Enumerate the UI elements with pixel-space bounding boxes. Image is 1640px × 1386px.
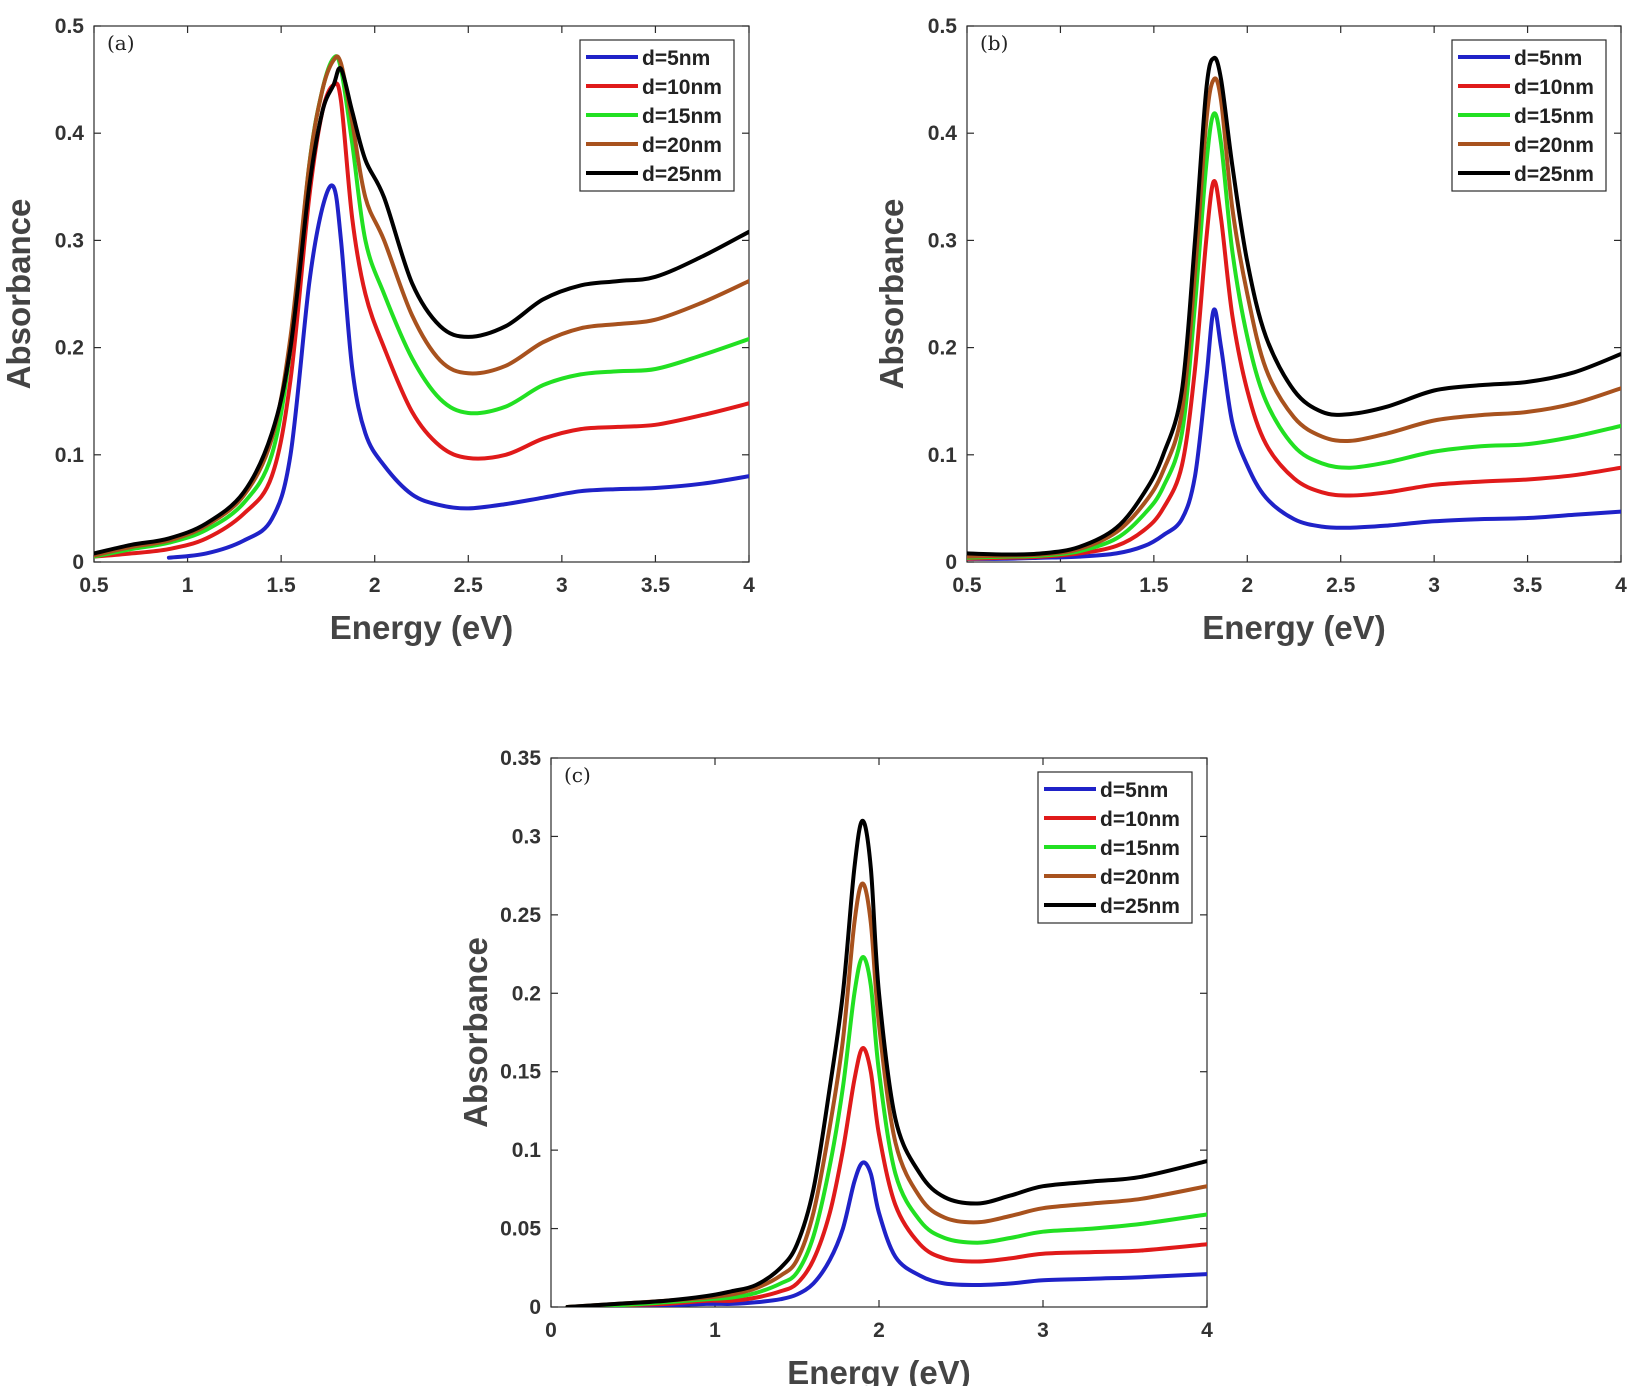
legend-label-d-10nm: d=10nm	[642, 76, 722, 99]
legend: d=5nm d=10nm d=15nm d=20nm d=25nm	[579, 39, 735, 192]
panel-label: (b)	[980, 31, 1008, 55]
legend: d=5nm d=10nm d=15nm d=20nm d=25nm	[1037, 771, 1193, 924]
x-tick-label: 2.5	[1326, 574, 1356, 597]
series-line-d-5nm	[166, 183, 749, 560]
legend-label-d-10nm: d=10nm	[1514, 76, 1594, 99]
chart-panel-a: 0.5 1 1.5 2 2.5 3 3.5 4 0 0.1 0.2 0.3 0.4 0.5 Energy (…	[0, 15, 755, 646]
x-tick-label: 4	[743, 574, 755, 597]
legend-label-d-15nm: d=15nm	[1100, 837, 1180, 860]
legend-label-d-5nm: d=5nm	[1100, 779, 1168, 802]
y-tick-label: 0.05	[500, 1218, 541, 1241]
x-tick-label: 2.5	[454, 574, 484, 597]
y-tick-label: 0.3	[512, 825, 541, 848]
series-line-d-15nm	[565, 955, 1207, 1307]
chart-panel-b: 0.5 1 1.5 2 2.5 3 3.5 4 0 0.1 0.2 0.3 0.4 0.5 Energy (…	[873, 15, 1627, 646]
y-tick-label: 0.5	[55, 15, 85, 38]
y-tick-label: 0	[72, 551, 84, 574]
y-tick-label: 0.2	[928, 337, 957, 360]
legend-label-d-5nm: d=5nm	[642, 47, 710, 70]
x-tick-label: 3	[556, 574, 568, 597]
y-tick-label: 0.2	[55, 337, 84, 360]
y-tick-label: 0	[945, 551, 957, 574]
series-line-d-25nm	[565, 818, 1207, 1307]
x-tick-label: 2	[1241, 574, 1253, 597]
x-tick-label: 1	[709, 1319, 721, 1342]
series-line-d-25nm	[967, 55, 1621, 557]
x-tick-label: 0	[545, 1319, 557, 1342]
y-axis-label: Absorbance	[457, 937, 494, 1128]
x-tick-label: 4	[1615, 574, 1627, 597]
legend-label-d-10nm: d=10nm	[1100, 808, 1180, 831]
x-tick-label: 1.5	[1139, 574, 1169, 597]
series-line-d-5nm	[565, 1160, 1207, 1307]
y-tick-label: 0.1	[512, 1139, 542, 1162]
legend-label-d-15nm: d=15nm	[642, 105, 722, 128]
panel-label: (c)	[564, 763, 591, 787]
y-tick-label: 0.4	[55, 122, 85, 145]
legend-label-d-20nm: d=20nm	[1100, 866, 1180, 889]
legend-label-d-15nm: d=15nm	[1514, 105, 1594, 128]
x-tick-label: 0.5	[952, 574, 982, 597]
series-line-d-10nm	[565, 1046, 1207, 1307]
series-line-d-15nm	[94, 54, 749, 559]
x-tick-label: 3	[1428, 574, 1440, 597]
x-tick-label: 3.5	[1513, 574, 1543, 597]
y-tick-label: 0.1	[55, 444, 85, 467]
y-tick-label: 0.2	[512, 982, 541, 1005]
legend-label-d-20nm: d=20nm	[642, 134, 722, 157]
x-tick-label: 3	[1037, 1319, 1049, 1342]
x-axis-label: Energy (eV)	[1202, 609, 1385, 646]
y-tick-label: 0.5	[928, 15, 958, 38]
y-tick-label: 0.3	[928, 229, 957, 252]
y-tick-label: 0.3	[55, 229, 84, 252]
series-line-d-25nm	[94, 66, 749, 556]
legend-label-d-5nm: d=5nm	[1514, 47, 1582, 70]
y-tick-label: 0.4	[928, 122, 958, 145]
x-tick-label: 1.5	[267, 574, 297, 597]
panel-label: (a)	[107, 31, 135, 55]
series-line-d-20nm	[565, 881, 1207, 1307]
legend-label-d-25nm: d=25nm	[1100, 895, 1180, 918]
legend-label-d-25nm: d=25nm	[1514, 163, 1594, 186]
x-axis-label: Energy (eV)	[330, 609, 513, 646]
series-line-d-5nm	[967, 307, 1621, 561]
x-tick-label: 0.5	[79, 574, 109, 597]
series-line-d-10nm	[967, 179, 1621, 561]
series-line-d-15nm	[967, 111, 1621, 560]
x-tick-label: 1	[182, 574, 194, 597]
series-line-d-20nm	[967, 76, 1621, 559]
y-tick-label: 0.35	[500, 747, 541, 770]
legend-label-d-25nm: d=25nm	[642, 163, 722, 186]
x-axis-label: Energy (eV)	[787, 1354, 970, 1386]
y-tick-label: 0.15	[500, 1061, 541, 1084]
y-axis-label: Absorbance	[0, 199, 37, 390]
x-tick-label: 1	[1055, 574, 1067, 597]
x-tick-label: 2	[369, 574, 381, 597]
chart-panel-c: 0 1 2 3 4 0 0.05 0.1 0.15 0.2 0.25 0.3 0.35 Energy (e…	[457, 747, 1213, 1386]
series-line-d-10nm	[94, 81, 749, 559]
x-tick-label: 3.5	[641, 574, 671, 597]
x-tick-label: 2	[873, 1319, 885, 1342]
y-tick-label: 0.1	[928, 444, 958, 467]
y-tick-label: 0	[529, 1296, 541, 1319]
y-axis-label: Absorbance	[873, 199, 910, 390]
y-tick-label: 0.25	[500, 904, 541, 927]
x-tick-label: 4	[1201, 1319, 1213, 1342]
legend-label-d-20nm: d=20nm	[1514, 134, 1594, 157]
legend: d=5nm d=10nm d=15nm d=20nm d=25nm	[1451, 39, 1607, 192]
